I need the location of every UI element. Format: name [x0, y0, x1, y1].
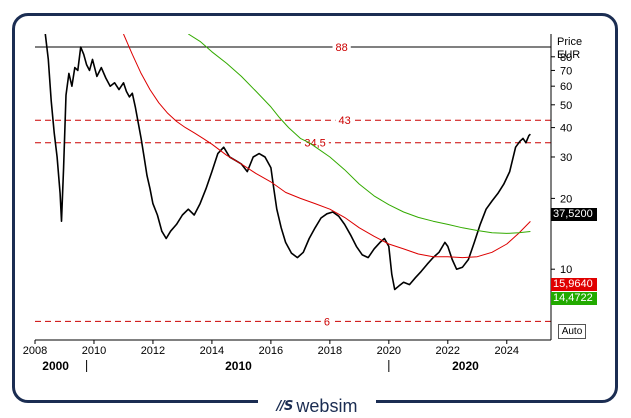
x-tick-label: 2012	[141, 345, 165, 357]
websim-logo-text: websim	[296, 395, 358, 416]
period-label: 2000	[42, 359, 69, 373]
auto-scale-button[interactable]: Auto	[558, 324, 586, 339]
y-tick-label: 20	[560, 193, 572, 205]
x-tick-label: 2010	[82, 345, 106, 357]
y-tick-label: 10	[560, 264, 572, 276]
y-tick-label: 60	[560, 81, 572, 93]
y-tick-label: 40	[560, 123, 572, 135]
price-axis-currency: EUR	[557, 49, 581, 61]
ma-green-price-badge: 14,4722	[551, 292, 597, 305]
hline-label: 43	[338, 115, 350, 127]
period-label: 2010	[225, 359, 252, 373]
websim-logo: //S websim	[258, 395, 376, 417]
y-tick-label: 80	[560, 52, 572, 64]
series-line-2	[188, 34, 531, 234]
x-tick-label: 2016	[259, 345, 283, 357]
hline-label: 34,5	[304, 138, 325, 150]
x-tick-label: 2014	[200, 345, 224, 357]
hline-label-bg	[320, 316, 333, 329]
hline-label: 88	[336, 42, 348, 54]
x-tick-label: 2018	[318, 345, 342, 357]
y-tick-label: 50	[560, 100, 572, 112]
websim-logo-mark: //S	[276, 398, 294, 414]
x-tick-label: 2020	[377, 345, 401, 357]
hline-label-bg	[301, 137, 329, 150]
x-tick-label: 2008	[23, 345, 47, 357]
hline-label-bg	[335, 115, 354, 128]
y-tick-label: 30	[560, 152, 572, 164]
hline-label: 6	[324, 316, 330, 328]
ma-red-price-badge: 15,9640	[551, 278, 597, 291]
x-tick-label: 2024	[495, 345, 519, 357]
y-tick-label: 70	[560, 65, 572, 77]
hline-label-bg	[332, 42, 351, 55]
chart-frame	[12, 13, 618, 403]
last-price-badge: 37,5200	[551, 208, 597, 221]
x-tick-label: 2022	[436, 345, 460, 357]
price-axis-title: Price	[557, 36, 583, 48]
series-line-0	[44, 34, 531, 291]
series-line-1	[123, 34, 531, 259]
period-label: 2020	[452, 359, 479, 373]
